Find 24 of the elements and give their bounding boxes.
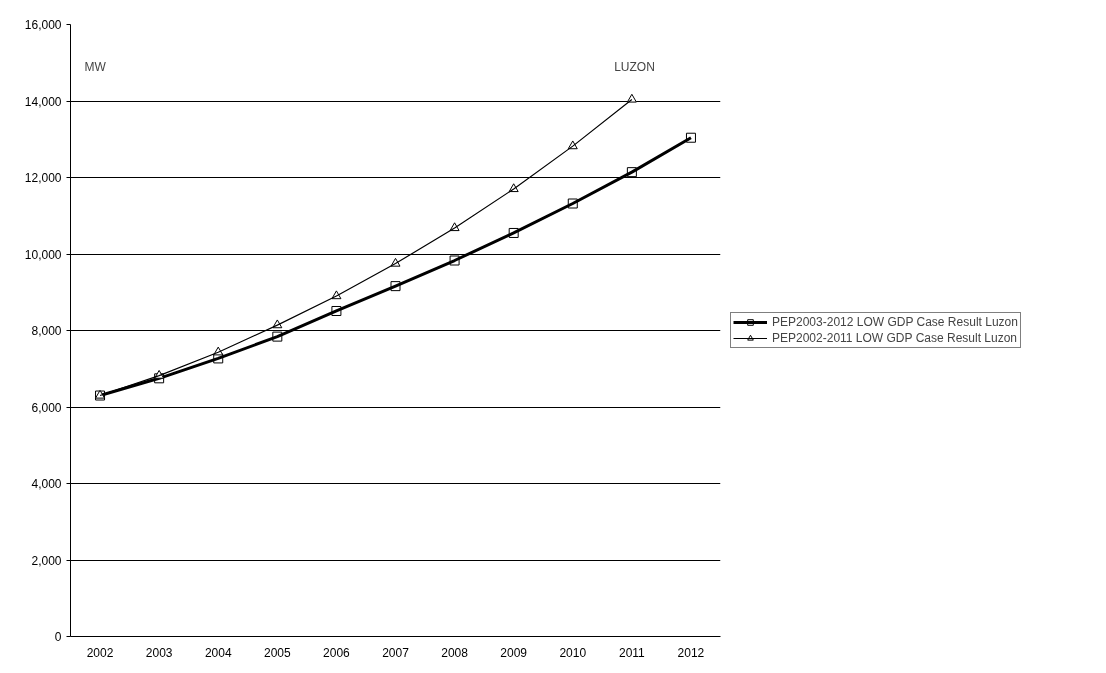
x-tick-label: 2010 bbox=[559, 645, 587, 660]
legend-label: PEP2003-2012 LOW GDP Case Result Luzon bbox=[772, 315, 1018, 329]
x-tick-label: 2012 bbox=[677, 645, 705, 660]
x-tick-label: 2007 bbox=[382, 645, 410, 660]
y-tick-label: 8,000 bbox=[31, 324, 62, 338]
y-tick-label: 0 bbox=[54, 630, 62, 644]
y-tick-label: 6,000 bbox=[31, 400, 62, 415]
x-tick-label: 2005 bbox=[263, 645, 291, 660]
y-tick-label: 2,000 bbox=[31, 553, 62, 568]
x-tick-label: 2006 bbox=[323, 645, 351, 660]
y-tick-label: 10,000 bbox=[24, 247, 62, 262]
annotation: LUZON bbox=[614, 59, 655, 74]
y-axis-title: MW bbox=[84, 59, 107, 74]
legend-label: PEP2002-2011 LOW GDP Case Result Luzon bbox=[772, 331, 1018, 345]
y-tick-label: 4,000 bbox=[31, 477, 62, 491]
y-tick-label: 16,000 bbox=[24, 18, 62, 32]
y-tick-label: 12,000 bbox=[24, 171, 62, 185]
x-tick-label: 2003 bbox=[145, 645, 173, 660]
x-tick-label: 2004 bbox=[204, 645, 232, 660]
x-tick-label: 2002 bbox=[86, 645, 114, 660]
x-tick-label: 2008 bbox=[441, 645, 469, 660]
x-tick-label: 2011 bbox=[618, 645, 646, 660]
y-tick-label: 14,000 bbox=[24, 94, 62, 109]
x-tick-label: 2009 bbox=[500, 645, 528, 660]
